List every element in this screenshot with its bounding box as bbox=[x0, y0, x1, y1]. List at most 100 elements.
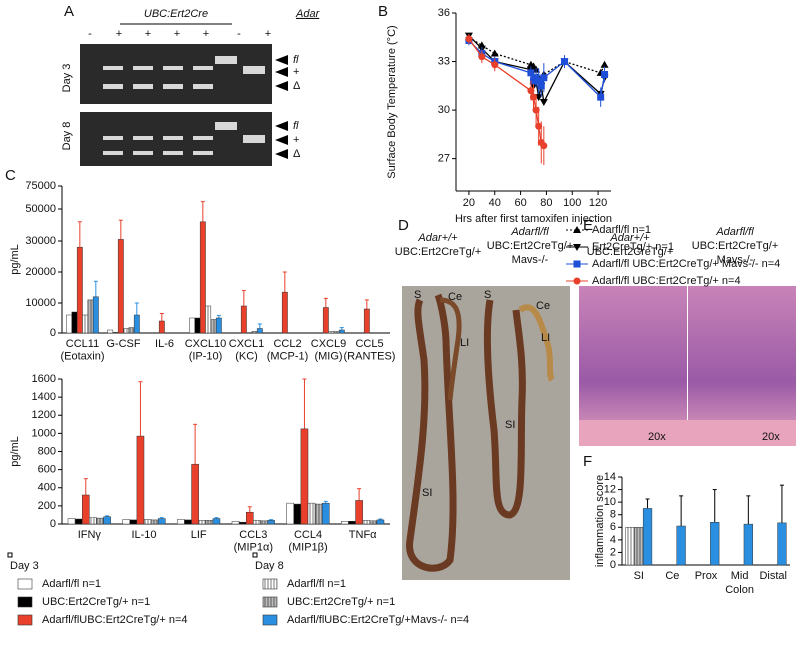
legend-swatch bbox=[17, 614, 33, 626]
y-tick-label: 1200 bbox=[32, 409, 56, 421]
bar bbox=[355, 500, 363, 525]
marker bbox=[535, 122, 543, 130]
bar bbox=[189, 317, 196, 334]
legend-label: Ert2CreTg/+ n=1 bbox=[592, 241, 674, 253]
bar bbox=[251, 331, 258, 334]
marker bbox=[601, 70, 609, 78]
bar bbox=[150, 519, 159, 525]
y-tick-label: 6 bbox=[610, 521, 616, 533]
organ-label: Ce bbox=[448, 291, 462, 303]
genotype: UBC:Ert2CreTg/+ bbox=[587, 246, 674, 258]
x-tick-label: CXCL1 (KC) bbox=[229, 338, 264, 363]
bar bbox=[743, 523, 753, 566]
lane-label: + bbox=[174, 28, 180, 40]
y-tick-label: 20000 bbox=[25, 266, 56, 278]
bar bbox=[363, 308, 370, 334]
bar bbox=[625, 527, 635, 566]
gel-row: Day 8 bbox=[61, 122, 73, 151]
series-line bbox=[468, 36, 606, 83]
x-tick-label: CXCL10 (IP-10) bbox=[185, 338, 227, 363]
y-tick-label: 2 bbox=[610, 546, 616, 558]
bar bbox=[245, 511, 254, 525]
y-tick-label: 14 bbox=[604, 471, 616, 483]
y-axis-label: pg/mL bbox=[9, 244, 21, 275]
gel-row: Day 3 bbox=[61, 64, 73, 93]
x-axis-label: Hrs after first tamoxifen injection bbox=[455, 213, 612, 225]
bar bbox=[362, 520, 371, 525]
bar bbox=[89, 517, 97, 525]
y-tick-label: 4 bbox=[610, 534, 616, 546]
bar bbox=[642, 508, 653, 566]
genotype: UBC:Ert2CreTg/+ bbox=[692, 240, 779, 252]
band-label: fl bbox=[293, 54, 299, 66]
y-tick-label: 33 bbox=[438, 55, 450, 67]
bar bbox=[376, 519, 385, 525]
legend-group-title: Day 8 bbox=[255, 560, 284, 572]
y-axis-label: inflammation score bbox=[594, 475, 606, 567]
y-tick-label: 0 bbox=[50, 518, 56, 530]
x-axis-label: Colon bbox=[725, 584, 754, 596]
panel-label: F bbox=[583, 453, 592, 470]
y-tick-label: 1400 bbox=[32, 391, 56, 403]
bar bbox=[129, 519, 138, 525]
genotype: Mavs-/- bbox=[717, 254, 754, 266]
organ-label: LI bbox=[541, 332, 550, 344]
y-axis-label: pg/mL bbox=[9, 436, 21, 467]
bar bbox=[238, 521, 247, 525]
band-label: Δ bbox=[293, 148, 301, 160]
x-tick-label: CCL11 (Eotaxin) bbox=[60, 338, 104, 363]
legend-marker bbox=[573, 244, 581, 251]
y-tick-label: 1600 bbox=[32, 373, 56, 385]
bar bbox=[281, 291, 288, 334]
marker bbox=[537, 82, 545, 90]
bar bbox=[253, 520, 261, 525]
band-label: Δ bbox=[293, 80, 301, 92]
legend-label: Adarfl/fl n=1 bbox=[42, 578, 101, 590]
legend-group-marker bbox=[7, 552, 13, 558]
panel-label: A bbox=[64, 3, 74, 20]
y-tick-label: 10 bbox=[604, 496, 616, 508]
x-tick-label: CCL4 (MIP1β) bbox=[288, 529, 327, 554]
y-tick-label: 50000 bbox=[25, 203, 56, 215]
bar bbox=[369, 520, 378, 525]
x-tick-label: Mid bbox=[731, 570, 749, 582]
x-tick-label: 100 bbox=[563, 197, 581, 209]
bar bbox=[122, 519, 131, 525]
bar bbox=[76, 246, 83, 334]
bar bbox=[158, 320, 165, 334]
x-tick-label: LIF bbox=[191, 529, 207, 541]
organ-label: S bbox=[414, 289, 421, 301]
bar bbox=[307, 502, 316, 525]
organ-label: Ce bbox=[536, 300, 550, 312]
bar bbox=[341, 521, 349, 525]
bar bbox=[293, 503, 302, 525]
panel-label: E bbox=[583, 217, 593, 234]
lane-label: - bbox=[88, 28, 92, 40]
legend-label: Adarfl/fl UBC:Ert2CreTg/+ n=4 bbox=[592, 275, 741, 287]
legend-swatch bbox=[17, 596, 33, 608]
organ-label: LI bbox=[460, 337, 469, 349]
magnification: 20x bbox=[762, 431, 780, 443]
x-tick-label: G-CSF bbox=[106, 338, 141, 350]
bar bbox=[199, 221, 206, 334]
bar bbox=[314, 503, 323, 525]
x-tick-label: CCL5 (RANTES) bbox=[344, 338, 396, 363]
legend-marker bbox=[573, 277, 581, 285]
bar bbox=[96, 517, 104, 525]
y-tick-label: 27 bbox=[438, 153, 450, 165]
genotype: UBC:Ert2CreTg/+ bbox=[487, 240, 574, 252]
x-tick-label: IFNγ bbox=[78, 529, 102, 541]
lane-label: + bbox=[116, 28, 122, 40]
tissue-photo: Adar+/+ UBC:Ert2CreTg/+ Adarfl/fl UBC:Er… bbox=[395, 226, 574, 580]
legend-marker bbox=[573, 226, 581, 233]
lane-label: + bbox=[203, 28, 209, 40]
x-tick-label: 60 bbox=[514, 197, 526, 209]
legend-label: Adarfl/flUBC:Ert2CreTg/+Mavs-/- n=4 bbox=[287, 614, 469, 626]
bar bbox=[205, 520, 214, 525]
lane-label: - bbox=[237, 28, 241, 40]
bar bbox=[123, 328, 130, 334]
bar bbox=[300, 428, 309, 525]
y-tick-label: 12 bbox=[604, 483, 616, 495]
bar bbox=[777, 522, 787, 566]
genotype: Adarfl/fl bbox=[715, 226, 754, 238]
